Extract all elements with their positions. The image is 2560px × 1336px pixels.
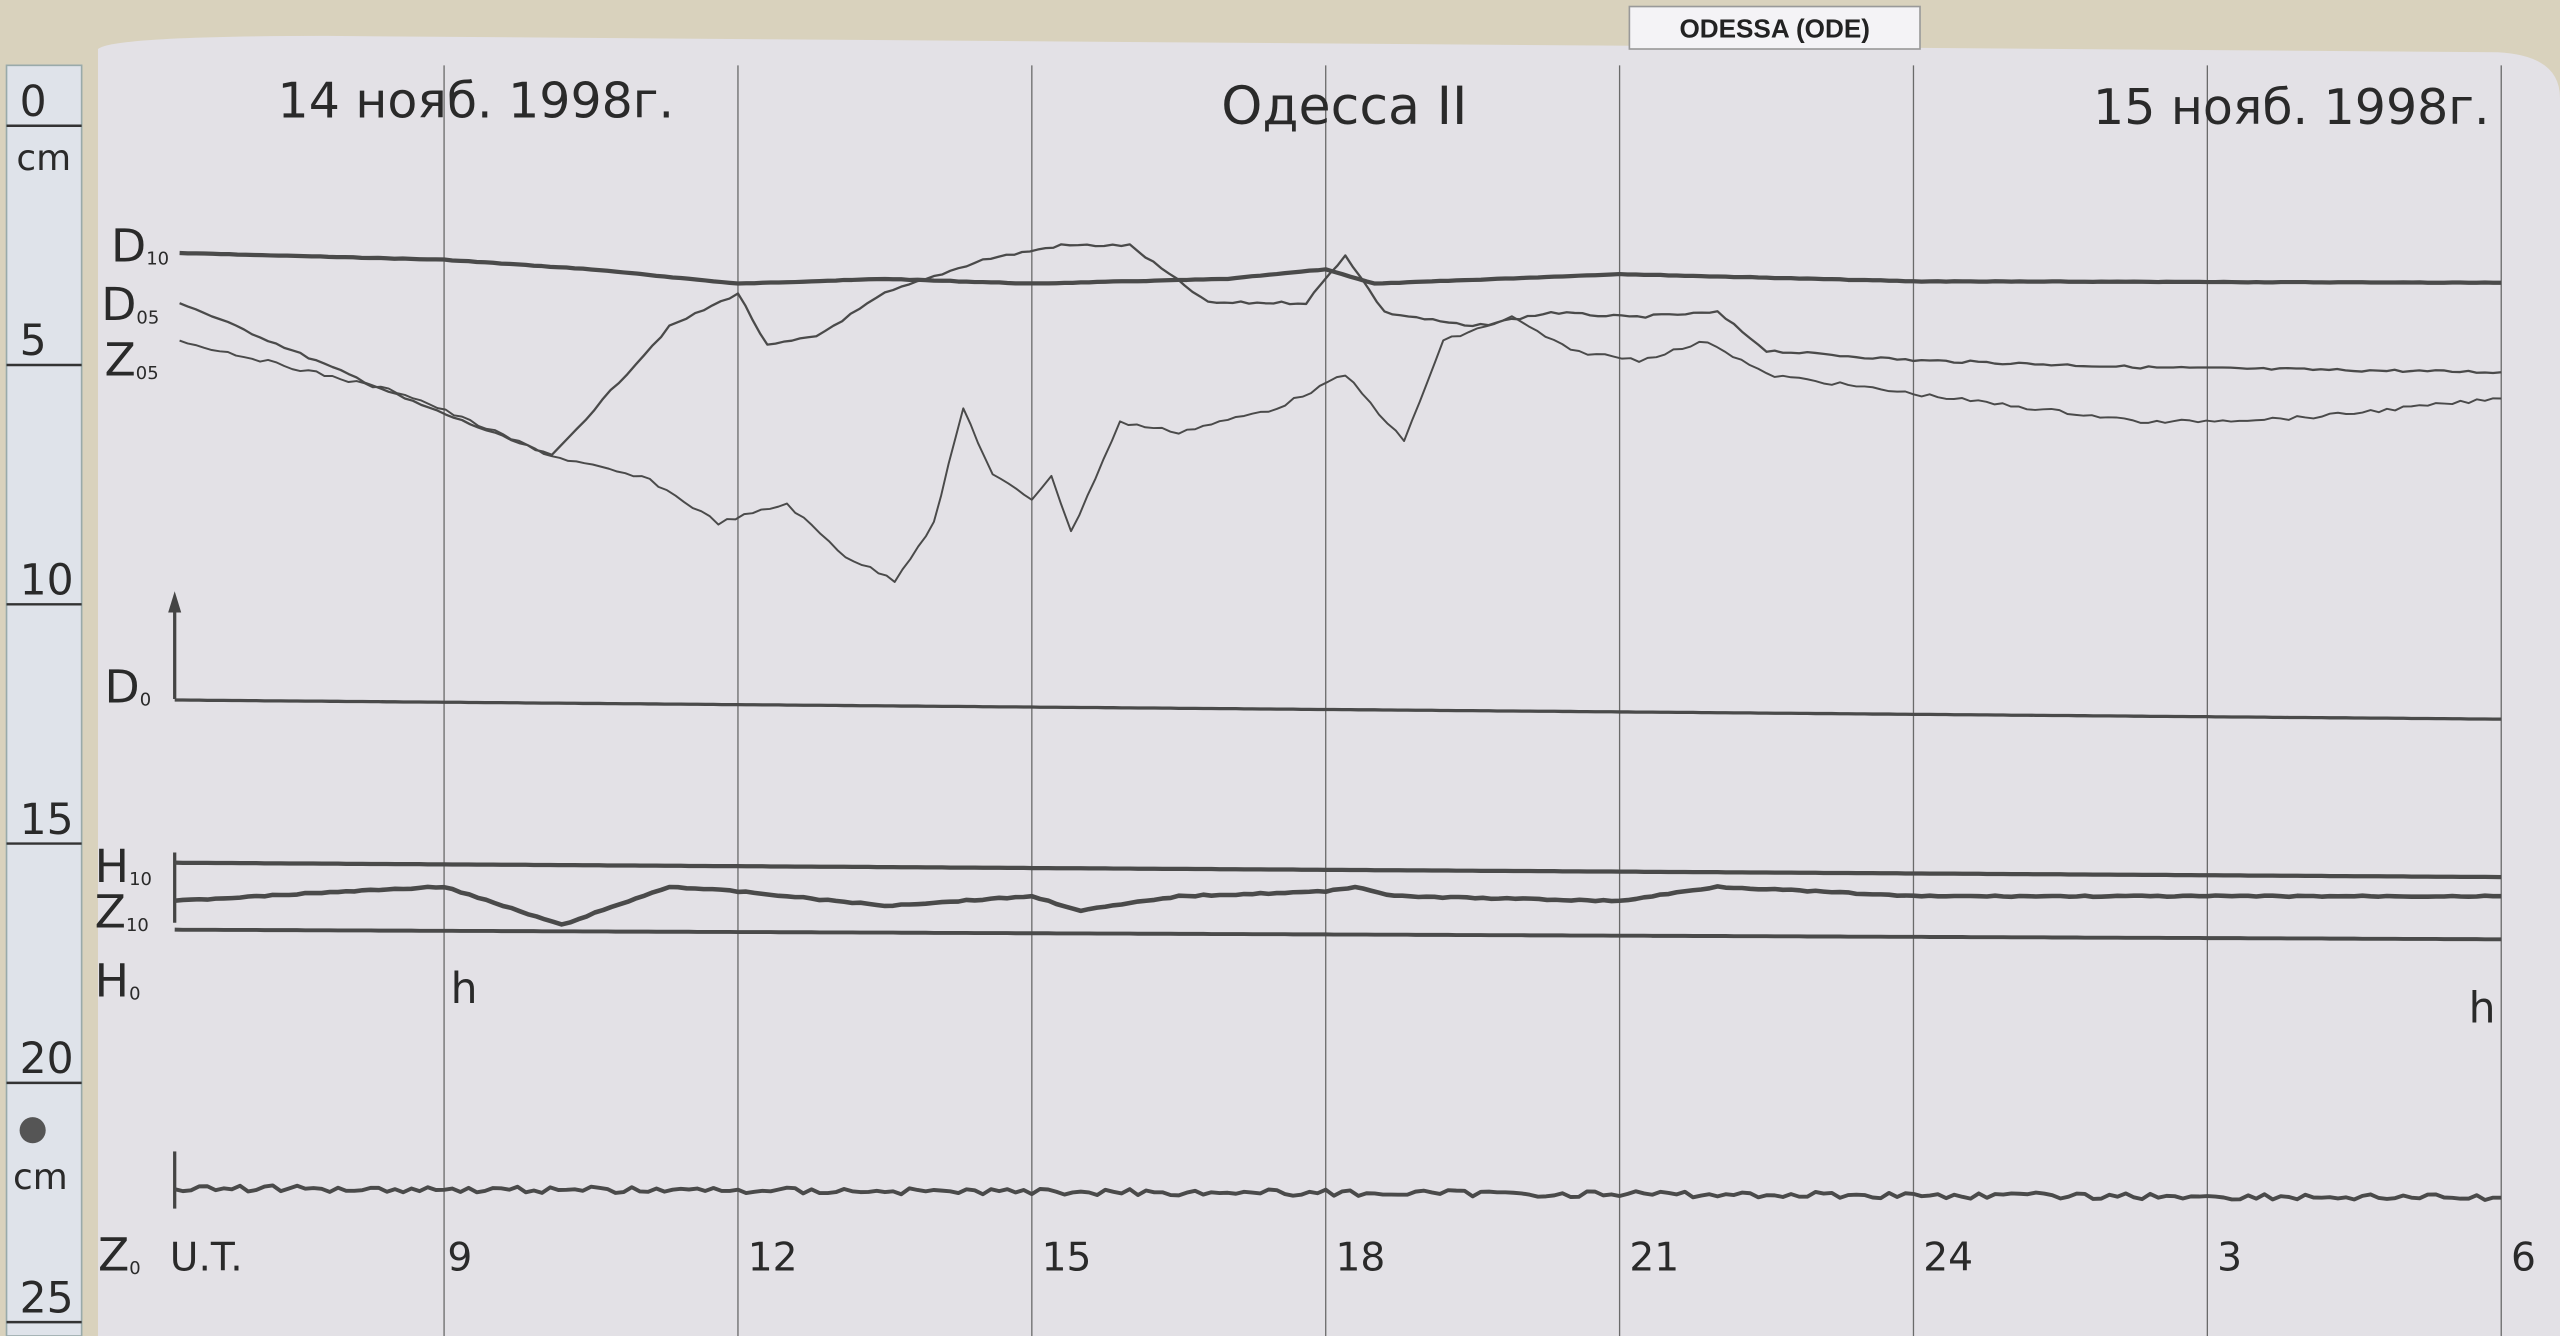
trace-d0 xyxy=(174,698,2502,721)
ruler-tick-label: 25 xyxy=(20,1274,74,1323)
trace-z10 xyxy=(174,884,2502,927)
hour-mark-left: h xyxy=(451,965,478,1014)
ruler-unit-top: cm xyxy=(16,138,71,179)
hour-mark-right: h xyxy=(2469,984,2496,1033)
x-tick-labels: 9 12 15 18 21 24 3 6 xyxy=(447,1236,2536,1281)
series-label-d10: D10 xyxy=(111,219,169,272)
trace-d10 xyxy=(179,250,2502,286)
x-tick-label: 12 xyxy=(748,1236,798,1281)
series-label-sub: 0 xyxy=(129,984,140,1005)
series-label-sub: 0 xyxy=(129,1258,140,1279)
station-sign-label: ODESSA (ODE) xyxy=(1679,14,1869,44)
date-left: 14 нояб. 1998г. xyxy=(278,73,674,130)
ruler-unit-bottom: cm xyxy=(13,1157,68,1198)
series-label-sub: 0 xyxy=(140,690,151,711)
ruler-tick-label: 5 xyxy=(20,317,47,366)
series-label-sub: 05 xyxy=(136,307,159,328)
ruler-tick-label: 10 xyxy=(20,556,74,605)
left-ruler xyxy=(5,64,83,1336)
series-label-h10: H10 xyxy=(95,840,152,893)
series-label-sub: 10 xyxy=(126,915,149,936)
hour-grid xyxy=(443,65,2502,1336)
series-label-d0: D0 xyxy=(104,660,151,713)
ruler-tick-label: 20 xyxy=(20,1035,74,1084)
series-label-d05: D05 xyxy=(101,278,159,331)
paper-sheet xyxy=(97,35,2560,1336)
x-tick-label: 24 xyxy=(1923,1236,1973,1281)
date-right: 15 нояб. 1998г. xyxy=(2093,79,2489,136)
x-tick-label: 21 xyxy=(1629,1236,1679,1281)
ruler-tick-label: 15 xyxy=(20,796,74,845)
trace-h0 xyxy=(174,927,2502,942)
x-tick-label: 9 xyxy=(447,1236,472,1281)
series-label-main: D xyxy=(111,219,146,272)
series-label-main: D xyxy=(101,278,136,331)
trace-h10 xyxy=(174,860,2502,880)
ruler-tick-label: 0 xyxy=(20,78,47,127)
ruler-ticks: 0 5 10 15 20 25 xyxy=(6,78,82,1324)
series-label-z0: Z0 xyxy=(98,1229,141,1282)
series-label-z05: Z05 xyxy=(104,334,158,387)
trace-z0 xyxy=(174,1183,2502,1202)
series-label-z10: Z10 xyxy=(95,886,149,939)
d0-arrow-head xyxy=(168,591,182,613)
series-label-main: Z xyxy=(104,334,135,387)
series-label-sub: 10 xyxy=(146,249,169,270)
trace-d05 xyxy=(179,243,2502,457)
x-tick-label: 6 xyxy=(2511,1236,2536,1281)
traces xyxy=(174,243,2502,1202)
series-label-sub: 05 xyxy=(136,363,159,384)
series-label-main: H xyxy=(95,840,129,893)
trace-z05 xyxy=(179,315,2502,583)
x-tick-label: 18 xyxy=(1336,1236,1386,1281)
series-label-main: Z xyxy=(98,1229,129,1282)
ruler-pin-icon xyxy=(19,1117,46,1144)
series-label-main: H xyxy=(95,954,129,1007)
x-axis-label: U.T. xyxy=(170,1236,243,1281)
station-title: Одесса II xyxy=(1221,77,1467,137)
station-sign xyxy=(1628,5,1921,50)
series-label-sub: 10 xyxy=(129,869,152,890)
x-tick-label: 3 xyxy=(2217,1236,2242,1281)
series-label-h0: H0 xyxy=(95,954,141,1007)
series-label-main: Z xyxy=(95,886,126,939)
x-tick-label: 15 xyxy=(1042,1236,1092,1281)
series-label-main: D xyxy=(104,660,139,713)
